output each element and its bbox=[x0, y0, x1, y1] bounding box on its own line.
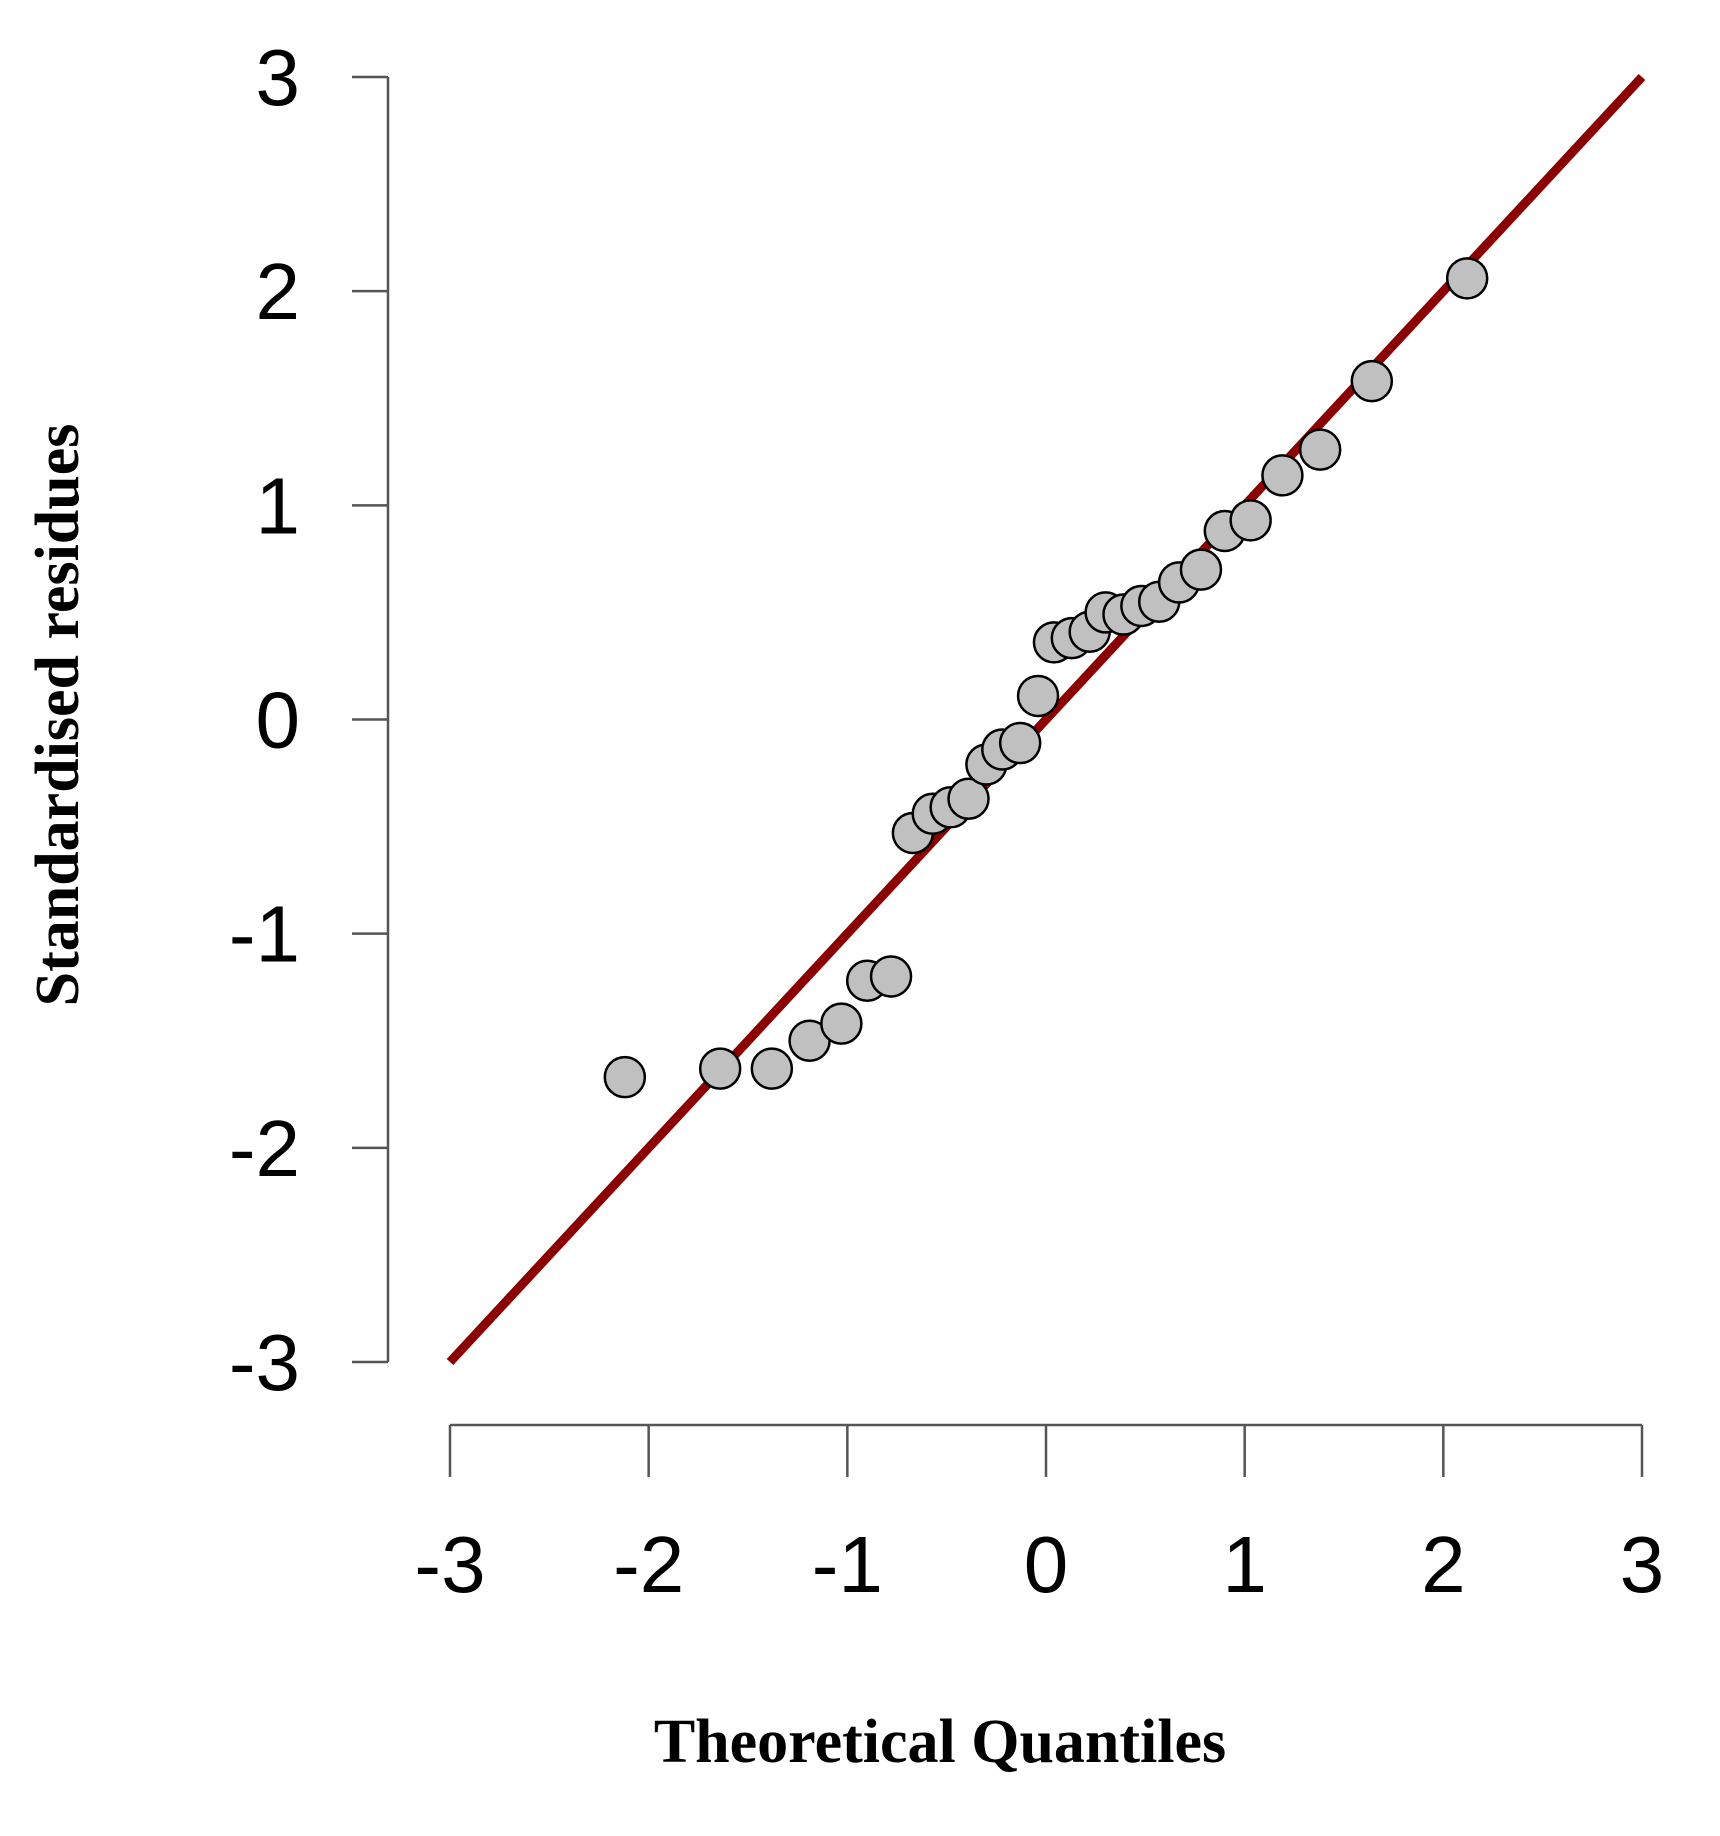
data-point bbox=[1350, 359, 1394, 403]
x-tick-label: 0 bbox=[1024, 1520, 1069, 1609]
x-axis: -3 -2 -1 0 1 2 3 bbox=[414, 1423, 1665, 1609]
y-tick-label: 0 bbox=[256, 676, 301, 765]
x-axis-title: Theoretical Quantiles bbox=[654, 1708, 1226, 1776]
data-point bbox=[1445, 257, 1489, 300]
data-point bbox=[820, 1002, 863, 1045]
data-point bbox=[947, 777, 990, 820]
data-point bbox=[1016, 674, 1060, 718]
x-tick-label: -1 bbox=[812, 1520, 883, 1609]
x-tick-label: 3 bbox=[1620, 1520, 1665, 1609]
data-point bbox=[698, 1047, 742, 1090]
x-tick-label: 1 bbox=[1222, 1520, 1267, 1609]
data-point bbox=[603, 1055, 647, 1099]
x-tick-label: -2 bbox=[613, 1520, 684, 1609]
y-tick-label: -2 bbox=[229, 1104, 300, 1193]
data-point bbox=[750, 1047, 794, 1090]
data-point bbox=[1179, 548, 1223, 591]
y-axis-title: Standardised residues bbox=[24, 424, 92, 1007]
y-tick-label: -1 bbox=[229, 890, 300, 979]
y-tick-label: 1 bbox=[256, 461, 301, 550]
data-point bbox=[869, 955, 913, 998]
y-tick-label: 3 bbox=[256, 33, 301, 122]
y-tick-label: -3 bbox=[229, 1318, 300, 1407]
plot-area bbox=[446, 73, 1646, 1366]
data-point bbox=[1261, 454, 1304, 497]
data-point bbox=[1229, 499, 1272, 542]
data-point bbox=[998, 721, 1042, 765]
data-point bbox=[1298, 428, 1342, 471]
x-tick-label: 2 bbox=[1421, 1520, 1466, 1609]
reference-line bbox=[446, 73, 1646, 1366]
y-tick-label: 2 bbox=[256, 247, 301, 336]
x-tick-label: -3 bbox=[414, 1520, 485, 1609]
y-axis: -3 -2 -1 0 1 2 3 bbox=[229, 33, 390, 1407]
